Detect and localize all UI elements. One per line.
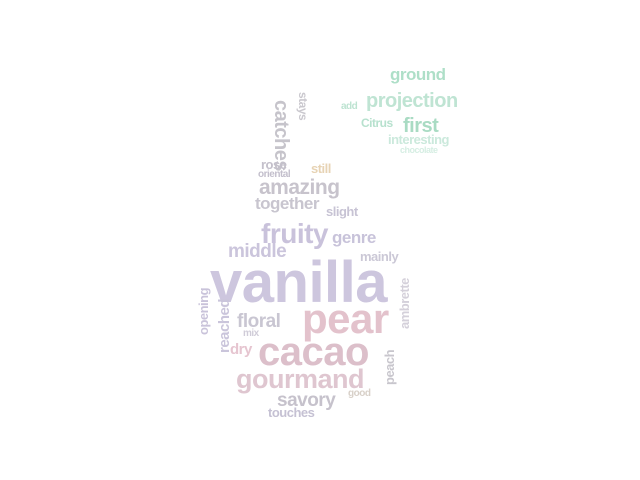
word-oriental: oriental: [258, 169, 291, 180]
word-fruity: fruity: [261, 218, 329, 249]
word-peach: peach: [382, 349, 397, 385]
word-together: together: [255, 194, 320, 213]
word-slight: slight: [326, 204, 358, 219]
word-ground: ground: [390, 65, 446, 84]
word-chocolate: chocolate: [400, 145, 438, 155]
word-genre: genre: [332, 228, 376, 247]
word-still: still: [311, 161, 331, 176]
word-middle: middle: [228, 241, 287, 262]
word-touches: touches: [268, 405, 315, 420]
word-floral: floral: [237, 311, 281, 332]
word-ambrette: ambrette: [397, 278, 412, 329]
word-gourmand: gourmand: [236, 364, 365, 394]
word-mainly: mainly: [360, 249, 399, 264]
word-cacao: cacao: [258, 330, 369, 374]
word-projection: projection: [366, 90, 458, 112]
word-amazing: amazing: [259, 176, 340, 199]
word-opening: opening: [196, 287, 211, 335]
word-vanilla: vanilla: [210, 250, 388, 315]
word-citrus: Citrus: [361, 116, 393, 130]
word-dry: dry: [230, 341, 252, 358]
word-interesting: interesting: [388, 132, 449, 147]
word-mix: mix: [243, 328, 259, 339]
word-savory: savory: [277, 390, 336, 411]
word-first: first: [403, 115, 439, 137]
word-good: good: [348, 388, 371, 399]
word-stays: stays: [296, 92, 310, 121]
word-pear: pear: [302, 295, 389, 342]
word-add: add: [341, 101, 358, 112]
word-rose: rose: [261, 157, 287, 172]
